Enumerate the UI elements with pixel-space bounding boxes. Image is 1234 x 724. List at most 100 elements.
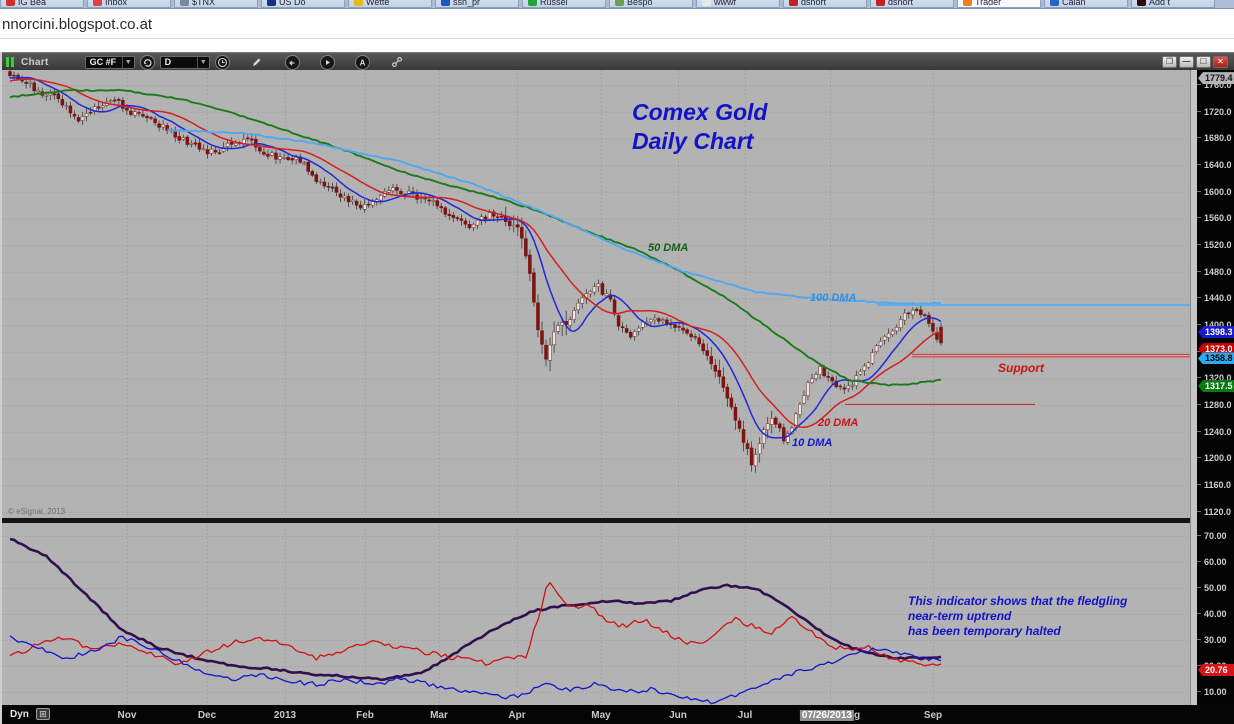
tab-label: wwwf: [714, 0, 736, 7]
time-label-07/26/2013: 07/26/2013 g: [799, 710, 861, 721]
browser-tab-trader[interactable]: Trader: [957, 0, 1041, 8]
draw-tool-button[interactable]: [250, 55, 265, 70]
browser-tab-dshort[interactable]: dshort: [870, 0, 954, 8]
browser-tab-ig-bea[interactable]: IG Bea: [0, 0, 84, 8]
url-text[interactable]: nnorcini.blogspot.co.at: [2, 16, 153, 33]
time-label-Feb: Feb: [356, 710, 374, 721]
undo-button[interactable]: [284, 54, 300, 70]
price-badge-1398.3: 1398.3: [1198, 326, 1234, 339]
tab-favicon: [1050, 0, 1059, 6]
chevron-down-icon[interactable]: ▼: [121, 56, 132, 68]
price-axis[interactable]: 1760.0 1720.0 1680.0 1640.0 1600.0 1560.0 1520…: [1197, 70, 1234, 724]
window-left-edge: [0, 52, 2, 724]
price-tick-label: 30.00: [1197, 634, 1234, 646]
play-button[interactable]: [319, 54, 335, 70]
tab-label: Wette: [366, 0, 390, 7]
price-tick-label: 70.00: [1197, 530, 1234, 542]
indicator-note-line3: has been temporary halted: [908, 624, 1061, 638]
ma20-label: 20 DMA: [818, 417, 859, 429]
symbol-go-button[interactable]: [139, 54, 155, 70]
time-label-Jul: Jul: [737, 710, 753, 721]
time-button[interactable]: [214, 54, 230, 70]
tab-label: $TNX: [192, 0, 216, 7]
axis-corner: [1190, 705, 1234, 724]
undo-arrow-icon: [288, 60, 295, 65]
auto-button[interactable]: A: [354, 54, 370, 70]
window-title: Chart: [21, 56, 49, 68]
close-button[interactable]: ✕: [1213, 56, 1228, 68]
support-label: Support: [998, 361, 1044, 375]
minimize-button[interactable]: —: [1179, 56, 1194, 68]
price-tick-label: 1240.0: [1197, 426, 1234, 438]
tab-favicon: [1137, 0, 1146, 6]
time-axis[interactable]: Dyn ⊞ Nov Dec 2013 Feb Mar Apr May Jun Jul 07/26/…: [2, 705, 1190, 724]
tab-label: dshort: [888, 0, 914, 7]
tab-label: dshort: [801, 0, 827, 7]
ma10-label: 10 DMA: [792, 437, 833, 449]
time-label-May: May: [591, 710, 611, 721]
price-badge-1317.5: 1317.5: [1198, 380, 1234, 393]
browser-tab-us-do[interactable]: US Do: [261, 0, 345, 8]
tab-favicon: [267, 0, 276, 6]
interval-combo[interactable]: D ▼: [159, 55, 210, 69]
price-tick-label: 1440.0: [1197, 292, 1234, 304]
browser-tab-russel[interactable]: Russel: [522, 0, 606, 8]
time-label-2013: 2013: [273, 710, 297, 721]
tab-favicon: [615, 0, 624, 6]
tab-favicon: [354, 0, 363, 6]
tab-label: Russel: [540, 0, 568, 7]
tab-label: ssh_pr: [453, 0, 481, 7]
tab-favicon: [528, 0, 537, 6]
refresh-icon: [143, 58, 152, 67]
svg-text:A: A: [359, 58, 365, 67]
tab-label: Add t: [1149, 0, 1171, 7]
time-label-Sep: Sep: [923, 710, 943, 721]
tab-favicon: [789, 0, 798, 6]
browser-tab-inbox[interactable]: Inbox: [87, 0, 171, 8]
price-tick-label: 1720.0: [1197, 106, 1234, 118]
browser-tab--tnx[interactable]: $TNX: [174, 0, 258, 8]
price-tick-label: 40.00: [1197, 608, 1234, 620]
price-tick-label: 50.00: [1197, 582, 1234, 594]
browser-tab-wwwf[interactable]: wwwf: [696, 0, 780, 8]
browser-tab-strip: IG Bea Inbox $TNX US Do Wette ssh_pr Russel Bes…: [0, 0, 1234, 9]
browser-tab-bespo[interactable]: Bespo: [609, 0, 693, 8]
browser-tab-dshort[interactable]: dshort: [783, 0, 867, 8]
link-icon: [392, 57, 403, 67]
tab-favicon: [876, 0, 885, 6]
tab-favicon: [963, 0, 972, 6]
copyright-label: © eSignal, 2013: [8, 507, 66, 516]
indicator-note: This indicator shows that the fledgling …: [908, 594, 1127, 639]
dyn-mode-button[interactable]: ⊞: [36, 708, 50, 720]
time-label-Mar: Mar: [430, 710, 448, 721]
ma50-label: 50 DMA: [648, 242, 689, 254]
tab-label: IG Bea: [18, 0, 47, 7]
restore-button[interactable]: ❐: [1162, 56, 1177, 68]
chevron-down-icon[interactable]: ▼: [196, 56, 207, 68]
price-tick-label: 1160.0: [1197, 479, 1234, 491]
maximize-button[interactable]: ☐: [1196, 56, 1211, 68]
chart-toolbar: Chart GC #F ▼ D ▼: [0, 53, 1234, 71]
browser-tab-wette[interactable]: Wette: [348, 0, 432, 8]
price-tick-label: 1600.0: [1197, 186, 1234, 198]
symbol-combo[interactable]: GC #F ▼: [84, 55, 135, 69]
chart-title-line2: Daily Chart: [632, 128, 754, 154]
link-button[interactable]: [390, 55, 405, 70]
browser-tab-add-t[interactable]: Add t: [1131, 0, 1215, 8]
tab-favicon: [441, 0, 450, 6]
price-badge-1373.0: 1373.0: [1198, 343, 1234, 356]
browser-url-bar[interactable]: nnorcini.blogspot.co.at: [0, 9, 1234, 39]
browser-tab-ssh-pr[interactable]: ssh_pr: [435, 0, 519, 8]
clock-icon: [217, 57, 227, 67]
chart-scrollbar[interactable]: [1190, 70, 1197, 705]
price-tick-label: 1760.0: [1197, 79, 1234, 91]
tab-favicon: [6, 0, 15, 6]
price-tick-label: 1520.0: [1197, 239, 1234, 251]
price-tick-label: 1120.0: [1197, 506, 1234, 518]
browser-tab-calan[interactable]: Calan: [1044, 0, 1128, 8]
price-tick-label: 1320.0: [1197, 372, 1234, 384]
play-icon: [325, 59, 330, 65]
chart-title-line1: Comex Gold: [632, 99, 768, 125]
price-badge-1779.4: 1779.4: [1198, 72, 1234, 85]
indicator-note-line2: near-term uptrend: [908, 609, 1012, 623]
